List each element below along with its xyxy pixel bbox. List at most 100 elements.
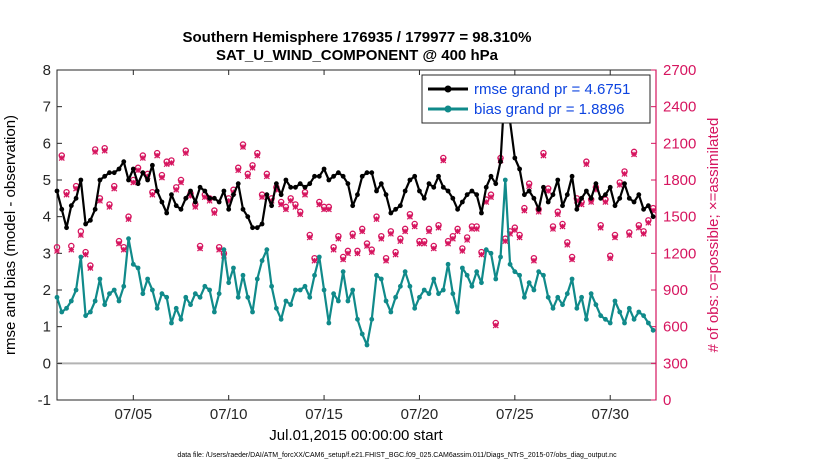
- obs-assimilated-point: [87, 264, 94, 272]
- bias-point: [54, 294, 60, 300]
- bias-point: [436, 291, 441, 297]
- bias-point: [483, 247, 489, 253]
- bias-point: [560, 302, 565, 308]
- obs-assimilated-point: [301, 191, 309, 198]
- rmse-point: [626, 195, 632, 201]
- bias-point: [531, 287, 537, 293]
- rmse-point: [302, 184, 308, 190]
- y-tick-label-right: 1200: [663, 245, 696, 262]
- rmse-point: [312, 173, 317, 179]
- rmse-point: [68, 203, 74, 209]
- obs-assimilated-point: [530, 257, 537, 264]
- bias-point: [188, 302, 193, 308]
- rmse-point: [197, 184, 203, 190]
- obs-assimilated-point: [344, 250, 351, 257]
- obs-assimilated-point: [502, 238, 509, 245]
- rmse-point: [598, 195, 604, 201]
- rmse-point: [297, 181, 303, 187]
- rmse-point: [173, 203, 179, 209]
- obs-assimilated-point: [473, 225, 480, 232]
- rmse-point: [431, 184, 437, 190]
- legend-rmse-label: rmse grand pr = 4.6751: [474, 81, 630, 98]
- rmse-point: [164, 210, 170, 216]
- rmse-point: [555, 177, 561, 183]
- y-tick-label-right: 2700: [663, 62, 696, 79]
- obs-assimilated-point: [354, 250, 361, 257]
- obs-assimilated-point: [383, 257, 390, 264]
- bias-point: [397, 283, 403, 289]
- obs-assimilated-point: [154, 152, 161, 159]
- obs-assimilated-point: [430, 245, 437, 252]
- bias-point: [641, 313, 647, 319]
- rmse-point: [512, 155, 518, 161]
- x-tick-label: 07/25: [496, 406, 534, 423]
- rmse-line: [55, 79, 655, 229]
- obs-assimilated-point: [478, 251, 485, 258]
- bias-point: [321, 287, 327, 293]
- bias-point: [254, 276, 260, 282]
- obs-assimilated-point: [554, 211, 561, 218]
- bias-point: [92, 298, 98, 304]
- rmse-point: [378, 181, 384, 187]
- bias-point: [126, 236, 131, 242]
- bias-point: [469, 283, 475, 289]
- rmse-point: [350, 203, 356, 209]
- rmse-point: [235, 181, 241, 187]
- bias-point: [293, 287, 298, 293]
- rmse-point: [450, 195, 456, 201]
- y-tick-label-left: 8: [43, 62, 51, 79]
- rmse-point: [355, 192, 360, 198]
- bias-point: [407, 283, 413, 289]
- obs-assimilated-point: [139, 154, 146, 162]
- rmse-point: [440, 184, 446, 190]
- obs-assimilated-point: [597, 224, 604, 231]
- y-tick-label-left: 2: [43, 282, 51, 299]
- obs-assimilated-point: [445, 240, 452, 247]
- rmse-point: [231, 192, 236, 198]
- rmse-point: [54, 188, 60, 194]
- rmse-point: [126, 177, 131, 183]
- obs-assimilated-point: [602, 198, 609, 206]
- rmse-point: [517, 166, 523, 172]
- x-tick-label: 07/30: [591, 406, 629, 423]
- bias-point: [211, 309, 217, 315]
- rmse-point: [188, 188, 193, 194]
- chart-title-line2: SAT_U_WIND_COMPONENT @ 400 hPa: [216, 47, 499, 64]
- obs-assimilated-point: [363, 242, 371, 250]
- bias-point: [440, 287, 446, 293]
- y-tick-label-left: 6: [43, 135, 51, 152]
- rmse-point: [250, 225, 255, 231]
- bias-point: [588, 291, 594, 297]
- obs-assimilated-point: [454, 228, 461, 235]
- obs-assimilated-point: [168, 159, 175, 166]
- bias-point: [574, 305, 580, 311]
- rmse-point: [116, 166, 122, 172]
- bias-point: [288, 302, 294, 308]
- rmse-point: [550, 192, 556, 198]
- rmse-point: [345, 181, 351, 187]
- rmse-point: [202, 188, 208, 194]
- chart-title-line1: Southern Hemisphere 176935 / 179977 = 98…: [183, 29, 532, 46]
- obs-assimilated-point: [197, 245, 204, 252]
- bias-point: [192, 291, 198, 297]
- bias-point: [488, 250, 494, 256]
- bias-point: [650, 327, 656, 333]
- obs-assimilated-point: [464, 236, 471, 243]
- bias-point: [68, 298, 74, 304]
- rmse-point: [59, 206, 65, 212]
- bias-point: [169, 320, 174, 326]
- obs-assimilated-point: [397, 238, 404, 245]
- rmse-point: [564, 192, 570, 198]
- obs-assimilated-point: [511, 227, 518, 234]
- y-tick-label-left: 0: [43, 355, 51, 372]
- bias-point: [116, 298, 122, 304]
- bias-point: [302, 283, 308, 289]
- bias-point: [350, 287, 356, 293]
- obs-assimilated-point: [192, 203, 199, 210]
- rmse-point: [107, 170, 112, 176]
- bias-point: [264, 247, 270, 253]
- x-axis-label: Jul.01,2015 00:00:00 start: [269, 427, 443, 444]
- rmse-point: [541, 184, 546, 190]
- obs-assimilated-point: [392, 251, 399, 258]
- obs-assimilated-point: [306, 234, 313, 241]
